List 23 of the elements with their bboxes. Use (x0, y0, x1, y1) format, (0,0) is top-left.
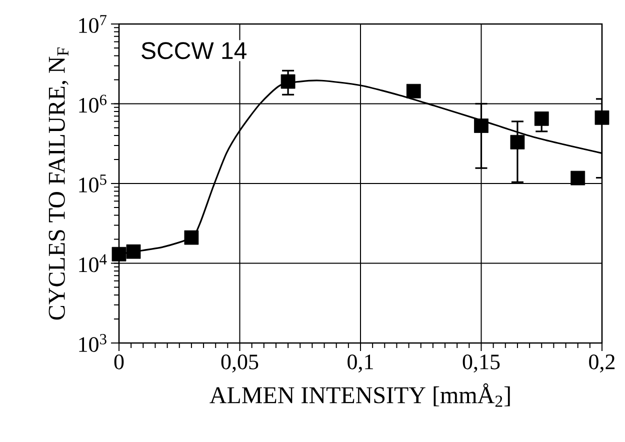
point (594, 110, 610, 125)
y-tick-label: 10$^{4}$ (79, 254, 107, 272)
point (184, 230, 199, 245)
y-tick-label: 10$^{6}$ (79, 94, 107, 113)
point (112, 246, 126, 262)
point (126, 244, 141, 259)
x-tick-label: 0,15 (462, 354, 500, 373)
point (570, 170, 586, 186)
x-tick-label: 0,2 (589, 354, 615, 373)
y-tick-label: 10$^{5}$ (79, 174, 106, 192)
point (510, 134, 525, 150)
y-tick-label: 10$^{3}$ (79, 334, 106, 352)
x-tick-label: 0,05 (221, 354, 258, 373)
y-tick-label: 10$^{7}$ (79, 15, 107, 33)
x-tick-label: 0 (114, 354, 124, 370)
point (474, 118, 488, 133)
y-axis-title: CYCLES TO FAILURE, N$_{F}$ (48, 47, 68, 320)
x-axis-title: ALMEN INTENSITY [mmÅ$_{2}$] (210, 383, 510, 407)
x-tick-label: 0,1 (348, 354, 373, 373)
point (534, 111, 549, 126)
point (280, 74, 296, 89)
annotation: SCCW 14 (142, 42, 246, 60)
point (406, 84, 421, 98)
